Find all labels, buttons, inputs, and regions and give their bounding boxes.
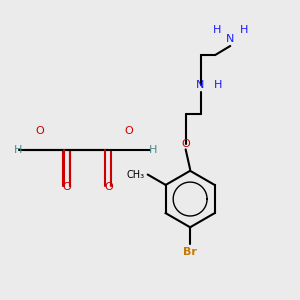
Text: H: H [239,25,248,34]
Text: N: N [196,80,205,90]
Text: O: O [62,182,71,192]
Text: O: O [36,126,44,136]
Text: H: H [14,145,22,155]
Text: N: N [226,34,234,44]
Text: H: H [214,80,223,90]
Text: O: O [181,139,190,149]
Text: O: O [125,126,134,136]
Text: H: H [213,25,221,34]
Text: CH₃: CH₃ [127,169,145,179]
Text: Br: Br [183,247,197,256]
Text: H: H [149,145,157,155]
Text: O: O [104,182,113,192]
